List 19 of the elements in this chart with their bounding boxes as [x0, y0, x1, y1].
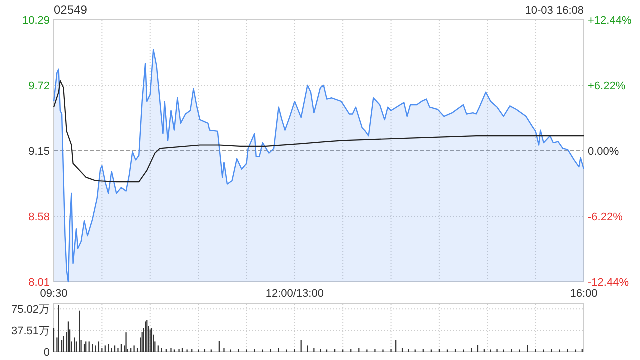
y2-tick-label: +6.22% [588, 80, 626, 92]
y-tick-label: 37.51万 [11, 326, 50, 338]
y-tick-label: 8.01 [28, 277, 50, 289]
y-tick-label: 75.02万 [11, 304, 50, 316]
chart-title: 02549 [54, 3, 88, 17]
y-tick-label: 9.72 [28, 80, 50, 92]
x-tick-label: 12:00/13:00 [266, 288, 324, 300]
y2-tick-label: 0.00% [588, 146, 620, 158]
y-tick-label: 9.15 [28, 146, 50, 158]
x-tick-label: 09:30 [40, 288, 68, 300]
y-tick-label: 8.58 [28, 212, 50, 224]
line-series [53, 80, 585, 183]
y2-tick-label: -6.22% [588, 212, 624, 224]
y2-tick-label: +12.44% [588, 15, 632, 27]
y2-tick-label: -12.44% [588, 277, 630, 289]
y-tick-label: 0 [44, 347, 50, 359]
chart-subtitle: 10-03 16:08 [525, 5, 584, 17]
y-tick-label: 10.29 [22, 15, 50, 27]
x-tick-label: 16:00 [570, 288, 598, 300]
